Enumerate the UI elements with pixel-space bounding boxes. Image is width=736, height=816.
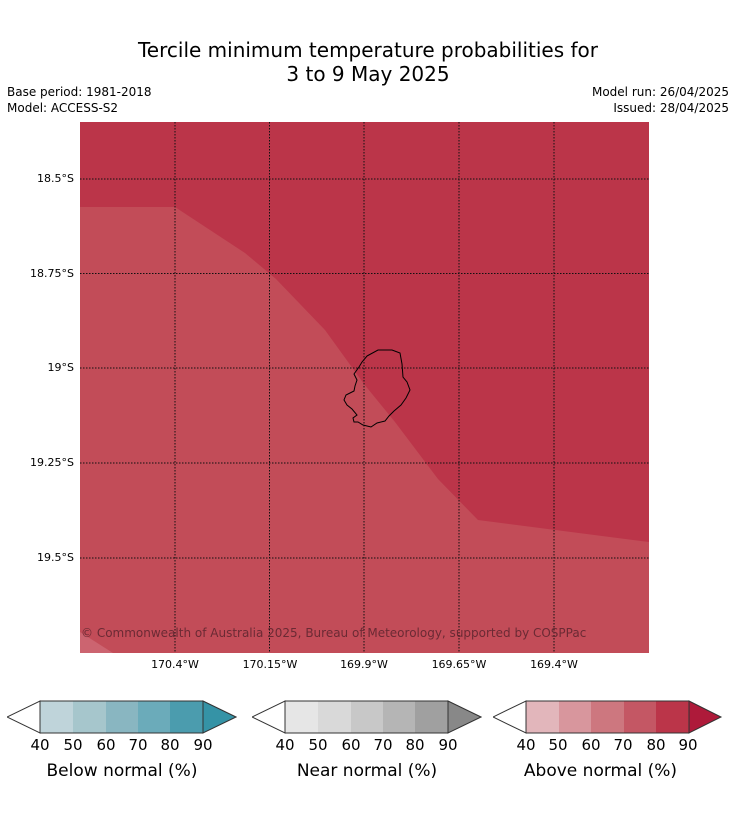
lat-label-18-75: 18.75°S <box>30 267 74 280</box>
above-tick-70: 70 <box>613 736 633 754</box>
colorbar-below-normal-ticks: 40 50 60 70 80 90 <box>7 736 237 754</box>
lat-label-19-25: 19.25°S <box>30 456 74 469</box>
lon-label-170-15: 170.15°W <box>242 658 298 671</box>
niue-island-outline <box>343 349 411 428</box>
below-tick-40: 40 <box>30 736 50 754</box>
lon-label-169-65: 169.65°W <box>431 658 487 671</box>
above-min-extend-triangle <box>491 700 527 734</box>
below-swatch-70-80 <box>138 701 170 733</box>
colorbar-below-normal-swatches <box>5 700 238 734</box>
copyright-notice: © Commonwealth of Australia 2025, Bureau… <box>81 626 587 640</box>
lat-label-19: 19°S <box>47 361 74 374</box>
above-swatch-80-90 <box>656 701 689 733</box>
model-name: Model: ACCESS-S2 <box>7 101 119 115</box>
lon-label-170-4: 170.4°W <box>151 658 199 671</box>
below-swatch-80-90 <box>170 701 203 733</box>
below-tick-70: 70 <box>128 736 148 754</box>
near-swatch-70-80 <box>383 701 415 733</box>
probability-map <box>80 122 649 653</box>
below-colorbar-frame <box>39 700 204 734</box>
graticule <box>80 122 649 653</box>
near-swatch-50-60 <box>318 701 351 733</box>
near-swatch-40-50 <box>285 701 318 733</box>
above-swatch-60-70 <box>591 701 624 733</box>
near-swatch-80-90 <box>415 701 448 733</box>
above-colorbar-frame <box>525 700 690 734</box>
near-tick-50: 50 <box>308 736 328 754</box>
colorbar-below-normal-label: Below normal (%) <box>46 761 198 781</box>
colorbar-above-normal-ticks: 40 50 60 70 80 90 <box>493 736 723 754</box>
near-tick-60: 60 <box>341 736 361 754</box>
map-title-line-2: 3 to 9 May 2025 <box>286 62 450 86</box>
near-max-extend-triangle <box>447 700 483 734</box>
near-tick-80: 80 <box>405 736 425 754</box>
map-title-line-1: Tercile minimum temperature probabilitie… <box>137 38 599 62</box>
issued-date: Issued: 28/04/2025 <box>613 101 729 115</box>
colorbar-near-normal-swatches <box>250 700 483 734</box>
above-tick-80: 80 <box>646 736 666 754</box>
below-tick-80: 80 <box>160 736 180 754</box>
region-above-60-70-corner <box>80 632 113 653</box>
model-run: Model run: 26/04/2025 <box>591 85 729 99</box>
below-swatch-60-70 <box>106 701 138 733</box>
map-title: Tercile minimum temperature probabilitie… <box>0 38 736 86</box>
colorbar-above-normal <box>491 700 723 738</box>
below-swatch-40-50 <box>40 701 73 733</box>
below-swatch-50-60 <box>73 701 106 733</box>
above-tick-50: 50 <box>548 736 568 754</box>
above-max-extend-triangle <box>688 700 723 734</box>
region-above-70-80 <box>80 207 649 653</box>
above-swatch-40-50 <box>526 701 559 733</box>
near-tick-90: 90 <box>438 736 458 754</box>
colorbar-near-normal-ticks: 40 50 60 70 80 90 <box>252 736 482 754</box>
near-swatch-60-70 <box>351 701 383 733</box>
below-tick-50: 50 <box>63 736 83 754</box>
above-swatch-70-80 <box>624 701 656 733</box>
below-max-extend-triangle <box>202 700 238 734</box>
map-canvas <box>80 122 649 653</box>
near-colorbar-frame <box>284 700 449 734</box>
colorbar-below-normal <box>5 700 238 738</box>
colorbar-above-normal-label: Above normal (%) <box>523 761 678 781</box>
meta-left: Base period: 1981-2018 Model: ACCESS-S2 <box>7 84 152 116</box>
near-tick-70: 70 <box>373 736 393 754</box>
above-tick-40: 40 <box>516 736 536 754</box>
lat-label-19-5: 19.5°S <box>37 551 74 564</box>
colorbar-near-normal-label: Near normal (%) <box>296 761 438 781</box>
above-swatch-50-60 <box>559 701 591 733</box>
lat-label-18-5: 18.5°S <box>37 172 74 185</box>
above-tick-60: 60 <box>581 736 601 754</box>
colorbar-near-normal <box>250 700 483 738</box>
meta-right: Model run: 26/04/2025 Issued: 28/04/2025 <box>592 84 729 116</box>
above-tick-90: 90 <box>678 736 698 754</box>
below-tick-60: 60 <box>96 736 116 754</box>
near-tick-40: 40 <box>275 736 295 754</box>
base-period: Base period: 1981-2018 <box>7 85 152 99</box>
lon-label-169-4: 169.4°W <box>530 658 578 671</box>
below-tick-90: 90 <box>193 736 213 754</box>
near-min-extend-triangle <box>250 700 286 734</box>
below-min-extend-triangle <box>5 700 41 734</box>
colorbar-above-normal-swatches <box>491 700 723 734</box>
lon-label-169-9: 169.9°W <box>340 658 388 671</box>
